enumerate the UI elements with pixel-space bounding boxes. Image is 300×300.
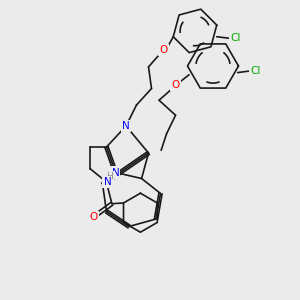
Text: O: O — [89, 212, 98, 222]
Text: H: H — [106, 172, 113, 181]
Text: N: N — [103, 177, 111, 187]
Text: N: N — [112, 167, 119, 178]
Text: Cl: Cl — [230, 33, 241, 43]
Text: O: O — [159, 45, 168, 56]
Text: N: N — [122, 121, 130, 131]
Text: Cl: Cl — [250, 66, 261, 76]
Text: O: O — [171, 80, 180, 90]
